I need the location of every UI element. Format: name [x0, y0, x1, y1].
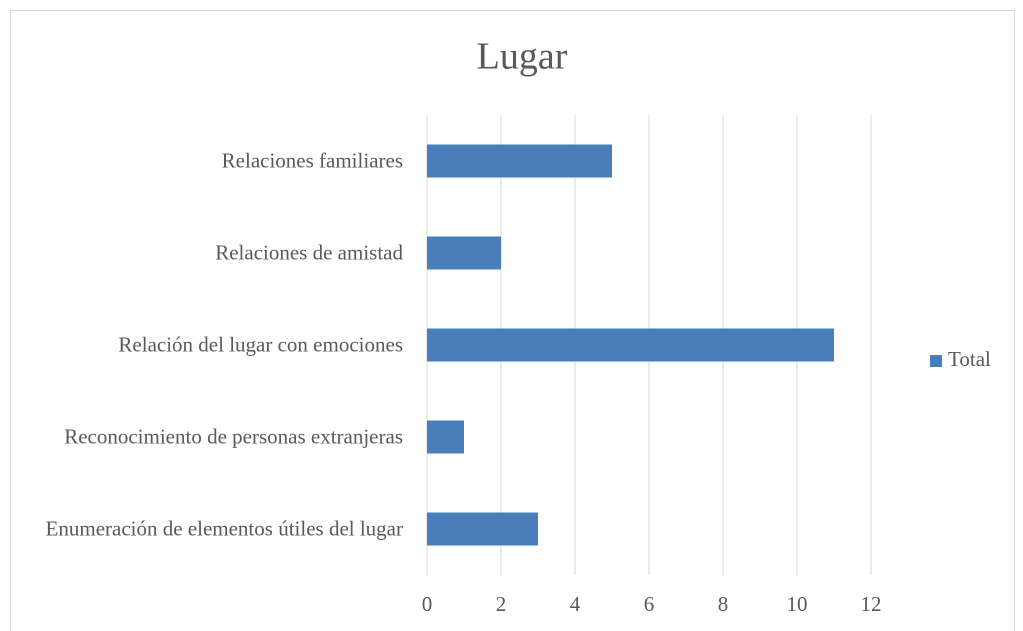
x-tick-label: 10 [787, 592, 808, 616]
chart-title: Lugar [477, 36, 568, 78]
bar [427, 144, 612, 178]
x-tick-label: 8 [718, 592, 729, 616]
y-tick-label: Enumeración de elementos útiles del luga… [45, 516, 403, 541]
x-tick-label: 2 [496, 592, 507, 616]
bar [427, 420, 464, 454]
bar [427, 512, 538, 546]
y-tick-label: Relaciones de amistad [215, 240, 403, 265]
x-tick-label: 6 [644, 592, 655, 616]
x-tick-label: 4 [570, 592, 581, 616]
bar [427, 236, 501, 270]
y-tick-label: Reconocimiento de personas extranjeras [64, 424, 403, 449]
x-tick-label: 0 [422, 592, 433, 616]
legend-swatch [930, 355, 942, 367]
y-tick-label: Relación del lugar con emociones [118, 332, 403, 357]
bar [427, 328, 834, 362]
y-tick-label: Relaciones familiares [221, 148, 403, 173]
x-tick-label: 12 [861, 592, 882, 616]
legend-label: Total [948, 347, 991, 371]
chart-border [10, 10, 1015, 631]
